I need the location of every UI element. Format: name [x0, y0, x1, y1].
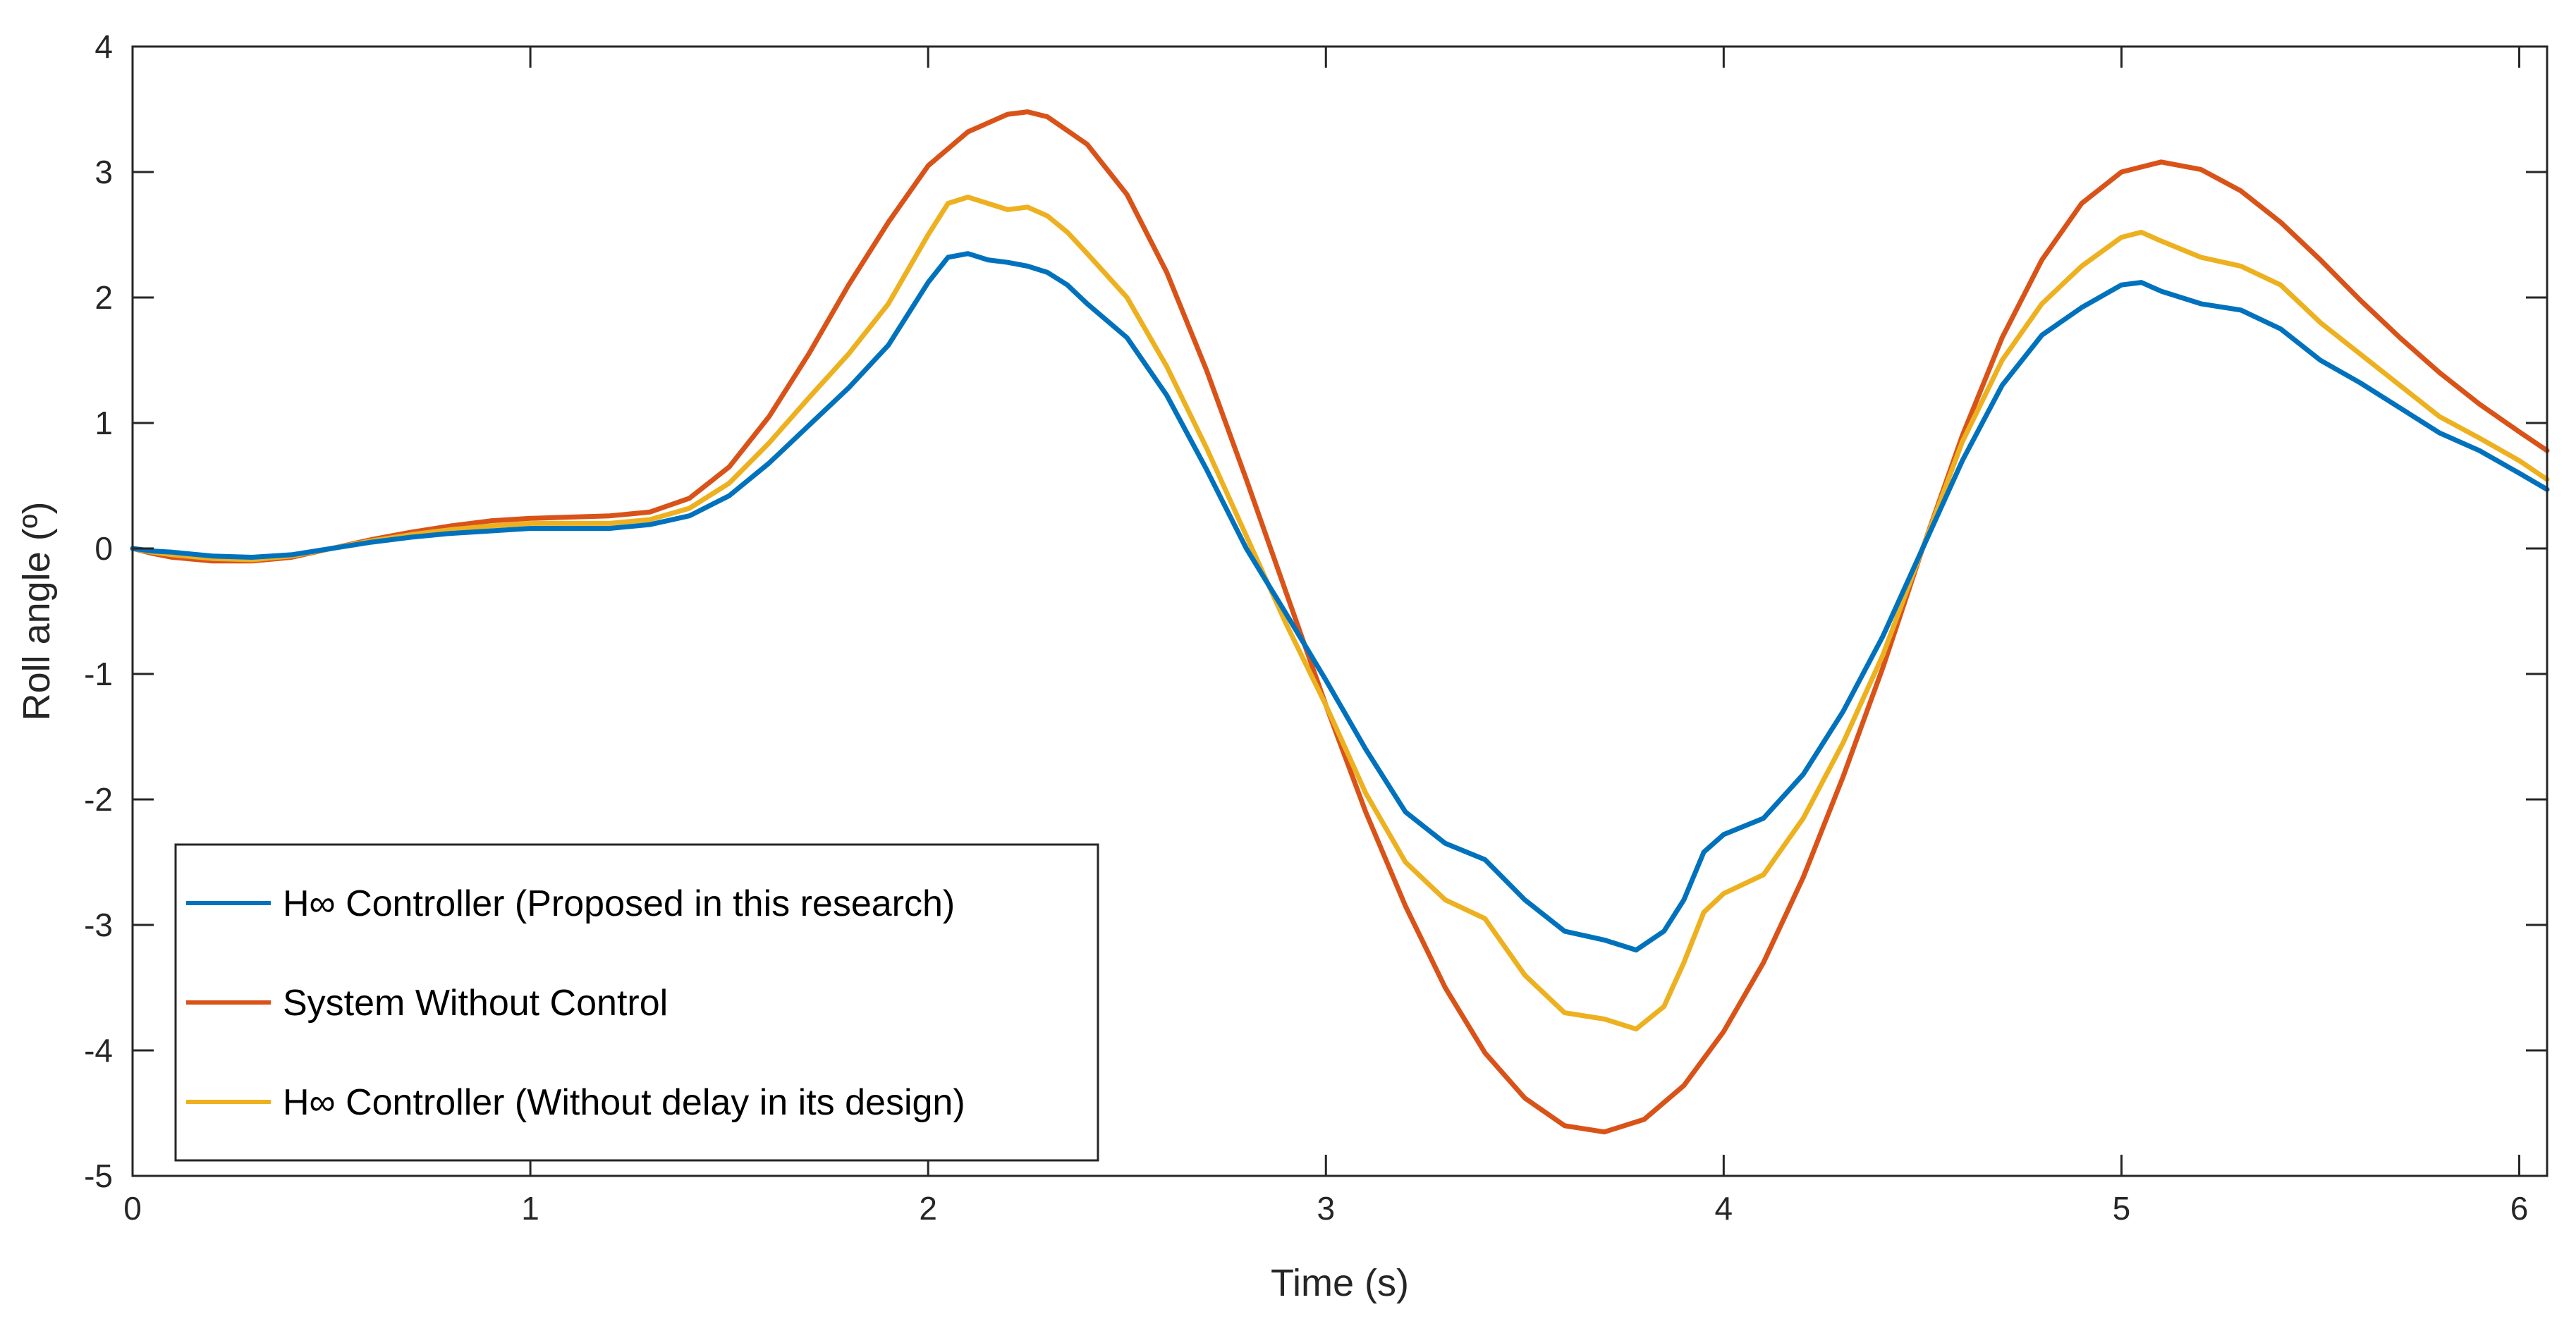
- y-tick-label: -3: [84, 907, 113, 943]
- plot-frame: [131, 45, 2548, 1177]
- legend-label-no-delay: H∞ Controller (Without delay in its desi…: [283, 1082, 965, 1123]
- y-tick-label: -1: [84, 656, 113, 692]
- x-tick-label: 1: [521, 1190, 539, 1227]
- x-tick-label: 4: [1715, 1190, 1733, 1227]
- y-tick-label: 3: [94, 154, 113, 190]
- x-tick-label: 3: [1317, 1190, 1335, 1227]
- y-tick-label: 4: [94, 28, 113, 65]
- x-axis-label: Time (s): [1271, 1262, 1409, 1304]
- legend-label-proposed: H∞ Controller (Proposed in this research…: [283, 883, 955, 924]
- y-axis-label: Roll angle (º): [16, 502, 58, 721]
- x-tick-label: 5: [2113, 1190, 2131, 1227]
- x-tick-label: 2: [919, 1190, 937, 1227]
- series-layer: [130, 109, 2550, 1135]
- ticks-layer: 0 1 2 3 4 5 6 -5 -4 -3 -2 -1 0 1 2 3 4: [84, 28, 2547, 1227]
- legend-label-no-control: System Without Control: [283, 983, 668, 1024]
- x-tick-label: 0: [123, 1190, 142, 1227]
- y-tick-label: 1: [94, 405, 113, 441]
- series-line-proposed: [130, 251, 2550, 953]
- y-tick-label: -4: [84, 1032, 113, 1069]
- y-tick-label: 0: [94, 530, 113, 567]
- legend-box: [174, 843, 1099, 1162]
- y-tick-label: -5: [84, 1158, 113, 1194]
- y-tick-label: 2: [94, 279, 113, 316]
- series-line-no-delay: [130, 195, 2550, 1032]
- x-tick-label: 6: [2510, 1190, 2529, 1227]
- legend: H∞ Controller (Proposed in this research…: [174, 843, 1099, 1162]
- y-tick-label: -2: [84, 781, 113, 818]
